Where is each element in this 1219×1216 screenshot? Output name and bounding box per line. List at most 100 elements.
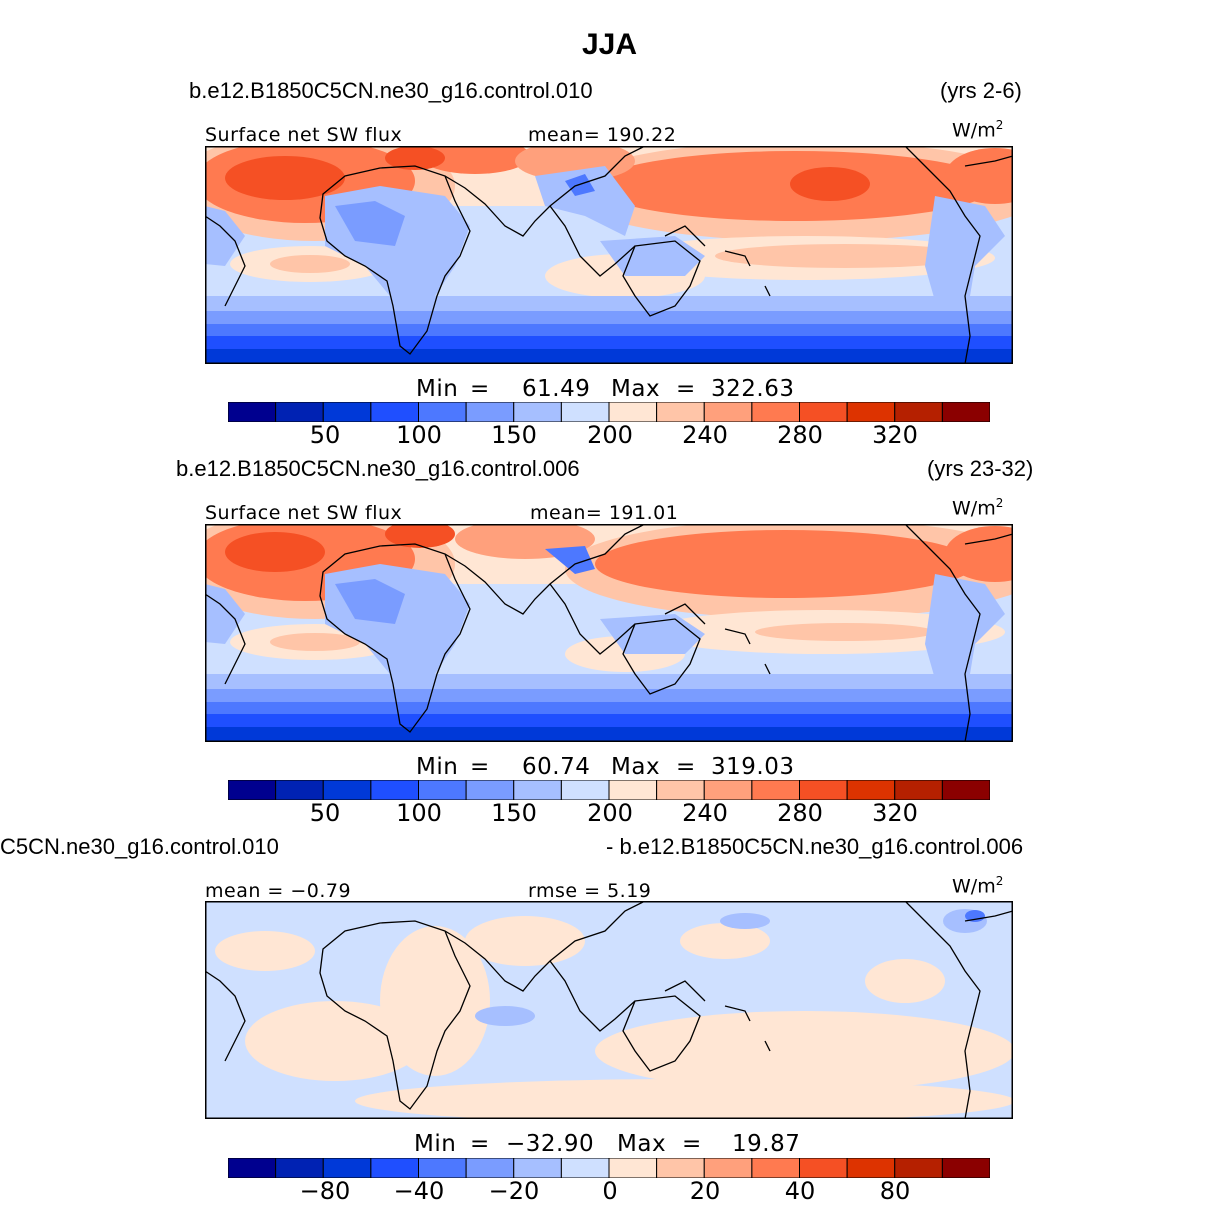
colorbar-swatch <box>656 780 705 800</box>
panel1-case-name: b.e12.B1850C5CN.ne30_g16.control.010 <box>189 78 593 103</box>
panel1-tick: 280 <box>777 421 823 449</box>
colorbar-swatch <box>941 1158 990 1178</box>
colorbar-swatch <box>465 780 515 800</box>
colorbar-swatch <box>846 402 896 422</box>
colorbar-swatch <box>656 402 705 422</box>
panel2-map <box>205 524 1013 742</box>
panel1-map <box>205 146 1013 364</box>
colorbar-swatch <box>799 402 848 422</box>
panel1-min-label: Min <box>416 376 459 402</box>
panel2-field-label: Surface net SW flux <box>205 502 403 524</box>
panel1-min-eq: = <box>470 376 490 402</box>
panel1-years: (yrs 2-6) <box>940 78 1022 103</box>
colorbar-swatch <box>608 402 658 422</box>
colorbar-swatch <box>751 1158 800 1178</box>
colorbar-swatch <box>846 1158 896 1178</box>
panel1-field-label: Surface net SW flux <box>205 124 403 146</box>
colorbar-swatch <box>894 402 943 422</box>
colorbar-swatch <box>799 1158 848 1178</box>
panel2-min-value: 60.74 <box>522 754 591 780</box>
panel3-min-label: Min <box>414 1131 457 1157</box>
panel2-years: (yrs 23-32) <box>927 456 1034 481</box>
panel2-tick: 320 <box>872 799 918 827</box>
colorbar-swatch <box>799 780 848 800</box>
colorbar-swatch <box>894 1158 943 1178</box>
colorbar-swatch <box>608 780 658 800</box>
colorbar-swatch <box>941 402 990 422</box>
panel2-case-name: b.e12.B1850C5CN.ne30_g16.control.006 <box>176 456 580 481</box>
colorbar-swatch <box>608 1158 658 1178</box>
panel1-mean: mean= 190.22 <box>528 124 677 146</box>
panel3-min-eq: = <box>470 1131 490 1157</box>
panel2-tick: 150 <box>491 799 537 827</box>
panel3-case-left: C5CN.ne30_g16.control.010 <box>0 834 279 859</box>
panel2-tick: 50 <box>309 799 341 827</box>
figure-title: JJA <box>581 28 638 61</box>
panel2-tick: 240 <box>682 799 728 827</box>
panel2-max-label: Max <box>611 754 661 780</box>
colorbar-swatch <box>322 1158 372 1178</box>
panel1-tick: 200 <box>587 421 633 449</box>
panel1-max-eq: = <box>676 376 696 402</box>
panel1-units: W/m2 <box>952 118 1004 142</box>
colorbar-swatch <box>703 780 753 800</box>
colorbar-swatch <box>560 780 610 800</box>
panel3-case-right: - b.e12.B1850C5CN.ne30_g16.control.006 <box>606 834 1024 859</box>
colorbar-swatch <box>513 1158 562 1178</box>
panel3-min-value: −32.90 <box>506 1131 595 1157</box>
panel3-tick: 20 <box>689 1177 721 1205</box>
panel1-colorbar <box>228 402 990 422</box>
colorbar-swatch <box>418 1158 467 1178</box>
colorbar-swatch <box>465 1158 515 1178</box>
colorbar-swatch <box>418 402 467 422</box>
panel2-units: W/m2 <box>952 496 1004 520</box>
panel2-mean: mean= 191.01 <box>530 502 679 524</box>
colorbar-swatch <box>275 402 324 422</box>
panel1-tick: 150 <box>491 421 537 449</box>
colorbar-swatch <box>513 780 562 800</box>
colorbar-swatch <box>513 402 562 422</box>
panel3-max-value: 19.87 <box>732 1131 801 1157</box>
panel1-tick: 320 <box>872 421 918 449</box>
colorbar-swatch <box>370 402 419 422</box>
panel2-min-label: Min <box>416 754 459 780</box>
colorbar-swatch <box>418 780 467 800</box>
panel3-tick: −80 <box>299 1177 351 1205</box>
colorbar-swatch <box>322 402 372 422</box>
colorbar-swatch <box>275 780 324 800</box>
panel1-tick: 100 <box>396 421 442 449</box>
panel2-tick: 200 <box>587 799 633 827</box>
colorbar-swatch <box>228 780 277 800</box>
panel1-max-label: Max <box>611 376 661 402</box>
panel2-colorbar <box>228 780 990 800</box>
colorbar-swatch <box>751 780 800 800</box>
panel3-units: W/m2 <box>952 874 1004 898</box>
panel1-max-value: 322.63 <box>711 376 795 402</box>
colorbar-swatch <box>846 780 896 800</box>
panel2-tick: 280 <box>777 799 823 827</box>
panel2-max-eq: = <box>676 754 696 780</box>
colorbar-swatch <box>370 780 419 800</box>
colorbar-swatch <box>894 780 943 800</box>
panel1-tick: 240 <box>682 421 728 449</box>
colorbar-swatch <box>465 402 515 422</box>
panel3-tick: 0 <box>602 1177 618 1205</box>
panel3-rmse: rmse = 5.19 <box>528 880 652 902</box>
colorbar-swatch <box>656 1158 705 1178</box>
panel3-max-eq: = <box>682 1131 702 1157</box>
panel2-min-eq: = <box>470 754 490 780</box>
panel3-tick: 80 <box>879 1177 911 1205</box>
colorbar-swatch <box>941 780 990 800</box>
colorbar-swatch <box>703 402 753 422</box>
panel1-tick: 50 <box>309 421 341 449</box>
panel3-colorbar <box>228 1158 990 1178</box>
colorbar-swatch <box>322 780 372 800</box>
colorbar-swatch <box>228 1158 277 1178</box>
panel3-mean: mean = −0.79 <box>205 880 352 902</box>
panel3-max-label: Max <box>617 1131 667 1157</box>
colorbar-swatch <box>703 1158 753 1178</box>
colorbar-swatch <box>751 402 800 422</box>
panel1-min-value: 61.49 <box>522 376 591 402</box>
panel2-tick: 100 <box>396 799 442 827</box>
colorbar-swatch <box>228 402 277 422</box>
